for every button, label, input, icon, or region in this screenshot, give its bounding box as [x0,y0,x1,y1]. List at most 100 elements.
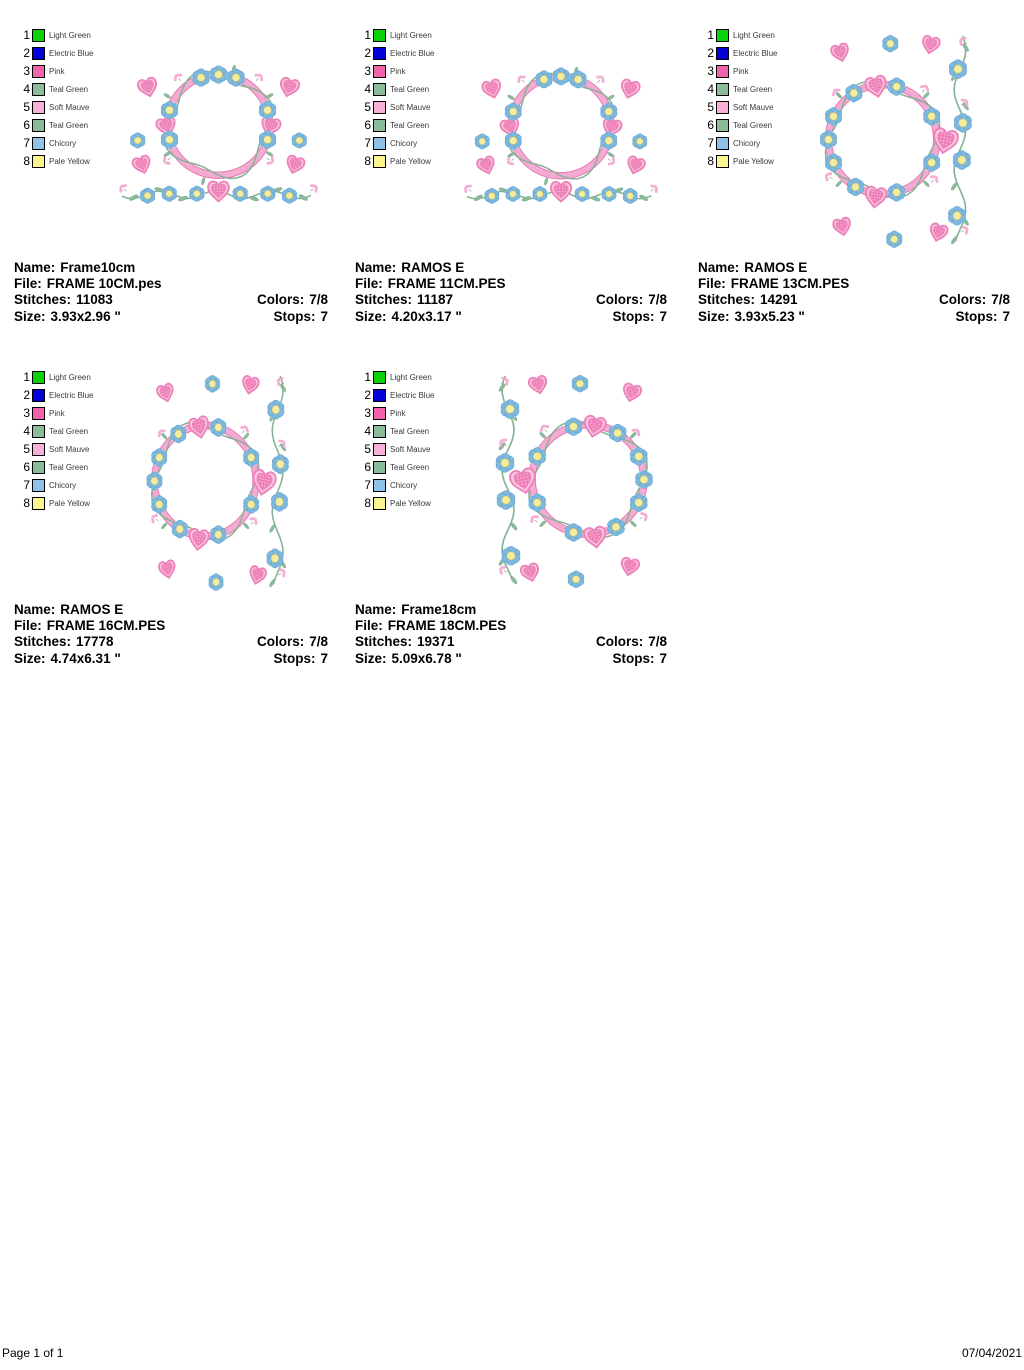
design-info: Name: RAMOS E File: FRAME 13CM.PES Stitche… [698,260,1010,325]
file-label: File: [355,276,383,292]
size-field: Size: 5.09x6.78 " [355,651,462,667]
thread-number: 4 [364,81,371,96]
thread-name: Teal Green [49,84,89,94]
size-label: Size: [14,308,46,324]
stitches-field: Stitches: 11083 [14,292,113,308]
stitches-value: 19371 [417,634,455,650]
size-stops-line: Size: 4.20x3.17 " Stops: 7 [355,309,667,325]
thread-number: 8 [23,495,30,510]
size-field: Size: 4.20x3.17 " [355,309,462,325]
color-swatch [373,406,386,420]
stops-label: Stops: [273,308,316,324]
file-label: File: [14,276,42,292]
name-label: Name: [14,260,56,275]
thread-number: 8 [364,153,371,168]
thread-name: Soft Mauve [733,102,774,112]
design-info: Name: RAMOS E File: FRAME 16CM.PES Stitche… [14,602,328,667]
thread-number: 2 [364,387,371,402]
legend-row: 2 Electric Blue [357,386,434,404]
thread-number: 8 [23,153,30,168]
color-swatch [32,82,45,96]
stops-value: 7 [659,650,667,666]
color-swatch [32,460,45,474]
thread-number: 5 [364,99,371,114]
color-swatch [373,154,386,168]
color-swatch [716,118,729,132]
stitches-colors-line: Stitches: 11083 Colors: 7/8 [14,292,328,308]
color-swatch [373,82,386,96]
thread-number: 3 [23,63,30,78]
colors-field: Colors: 7/8 [257,634,328,650]
thread-number: 1 [364,369,371,384]
name-label: Name: [355,260,397,275]
thread-name: Teal Green [733,84,773,94]
color-swatch [373,100,386,114]
design-file: FRAME 18CM.PES [387,618,507,634]
thread-name: Electric Blue [49,48,94,58]
thread-number: 7 [23,477,30,492]
stitches-colors-line: Stitches: 19371 Colors: 7/8 [355,634,667,650]
thread-number: 4 [364,423,371,438]
colors-label: Colors: [256,292,305,308]
thread-number: 5 [23,99,30,114]
color-swatch [716,46,729,60]
size-field: Size: 3.93x2.96 " [14,309,121,325]
color-swatch [32,388,45,402]
size-field: Size: 4.74x6.31 " [14,651,121,667]
color-swatch [716,100,729,114]
legend-row: 4 Teal Green [357,422,434,440]
size-label: Size: [698,308,730,324]
colors-field: Colors: 7/8 [596,292,667,308]
stops-field: Stops: 7 [612,309,667,325]
color-swatch [373,118,386,132]
stitches-field: Stitches: 11187 [355,292,453,308]
color-swatch [373,28,386,42]
size-value: 3.93x5.23 " [734,308,805,324]
thread-name: Chicory [733,138,761,148]
color-swatch [32,478,45,492]
thread-number: 1 [364,27,371,42]
colors-value: 7/8 [648,634,667,650]
legend-row: 4 Teal Green [16,80,93,98]
design-card: 1 Light Green 2 Electric Blue 3 Pink 4 Teal Gre… [355,24,667,334]
thread-number: 4 [23,423,30,438]
thread-number: 6 [23,117,30,132]
stitches-field: Stitches: 14291 [698,292,798,308]
thread-name: Pale Yellow [390,156,431,166]
stops-label: Stops: [612,650,655,666]
stops-value: 7 [659,308,667,324]
thread-name: Teal Green [49,426,89,436]
thread-number: 5 [23,441,30,456]
thread-name: Pale Yellow [49,156,90,166]
design-file-line: File: FRAME 10CM.pes [14,276,328,292]
thread-name: Teal Green [49,120,89,130]
thread-number: 3 [23,405,30,420]
thread-name: Light Green [49,372,91,382]
stops-label: Stops: [612,308,655,324]
stops-field: Stops: 7 [273,651,328,667]
legend-row: 2 Electric Blue [357,44,434,62]
thread-name: Electric Blue [390,48,435,58]
thread-name: Electric Blue [390,390,435,400]
legend-row: 8 Pale Yellow [357,494,434,512]
design-name: RAMOS E [60,602,124,617]
embroidery-design-preview [495,374,653,588]
page-number: Page 1 of 1 [2,1346,64,1360]
color-swatch [32,442,45,456]
design-card: 1 Light Green 2 Electric Blue 3 Pink 4 Teal Gre… [14,366,328,676]
color-swatch [373,460,386,474]
color-swatch [32,370,45,384]
thread-number: 1 [23,369,30,384]
stops-value: 7 [1002,308,1010,324]
thread-name: Pink [390,408,406,418]
legend-row: 7 Chicory [357,476,434,494]
legend-row: 8 Pale Yellow [700,152,777,170]
legend-row: 5 Soft Mauve [700,98,777,116]
thread-number: 2 [23,387,30,402]
design-file: FRAME 13CM.PES [730,276,850,292]
design-info: Name: RAMOS E File: FRAME 11CM.PES Stitche… [355,260,667,325]
thread-name: Pink [733,66,749,76]
name-label: Name: [698,260,740,275]
color-swatch [373,370,386,384]
